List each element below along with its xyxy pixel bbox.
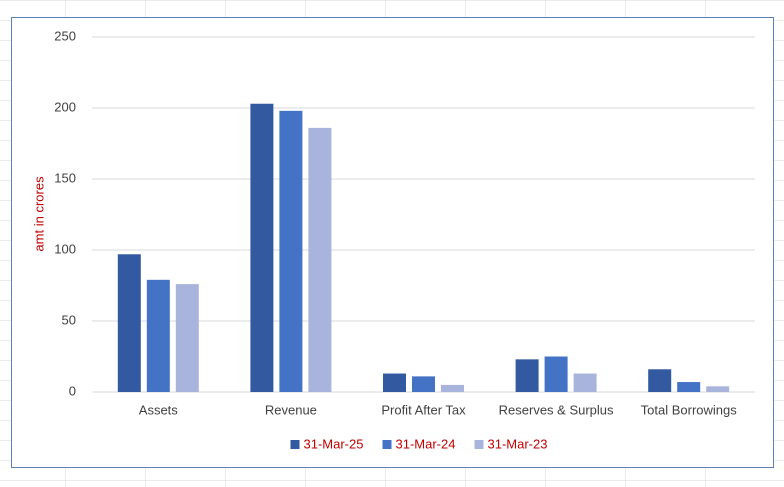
x-tick-label: Total Borrowings bbox=[641, 402, 738, 417]
bar bbox=[383, 373, 406, 392]
bar bbox=[308, 127, 332, 392]
bar bbox=[117, 254, 141, 392]
chart-frame bbox=[11, 17, 774, 468]
legend-label: 31-Mar-25 bbox=[304, 436, 364, 451]
bar bbox=[175, 284, 199, 392]
x-tick-label: Assets bbox=[139, 402, 179, 417]
y-tick-label: 200 bbox=[54, 99, 76, 114]
bar bbox=[544, 356, 568, 392]
bar bbox=[515, 359, 539, 392]
y-axis-label: amt in crores bbox=[31, 176, 46, 252]
legend-swatch bbox=[382, 440, 392, 449]
y-tick-label: 50 bbox=[62, 312, 76, 327]
bar bbox=[648, 369, 672, 392]
legend-label: 31-Mar-23 bbox=[488, 436, 548, 451]
x-tick-label: Reserves & Surplus bbox=[499, 402, 614, 417]
bar bbox=[706, 386, 730, 392]
bar bbox=[250, 103, 274, 393]
bar bbox=[573, 373, 597, 392]
bar bbox=[677, 382, 701, 392]
bar bbox=[279, 110, 303, 392]
bar bbox=[441, 384, 464, 392]
legend-label: 31-Mar-24 bbox=[396, 436, 456, 451]
y-tick-label: 100 bbox=[54, 241, 76, 256]
bar bbox=[146, 279, 170, 392]
x-tick-label: Profit After Tax bbox=[381, 402, 466, 417]
y-tick-label: 150 bbox=[54, 170, 76, 185]
y-tick-label: 0 bbox=[69, 383, 76, 398]
y-tick-label: 250 bbox=[54, 28, 76, 43]
bar bbox=[412, 376, 435, 392]
legend-swatch bbox=[474, 440, 484, 449]
x-tick-label: Revenue bbox=[265, 402, 317, 417]
legend-swatch bbox=[290, 440, 300, 449]
